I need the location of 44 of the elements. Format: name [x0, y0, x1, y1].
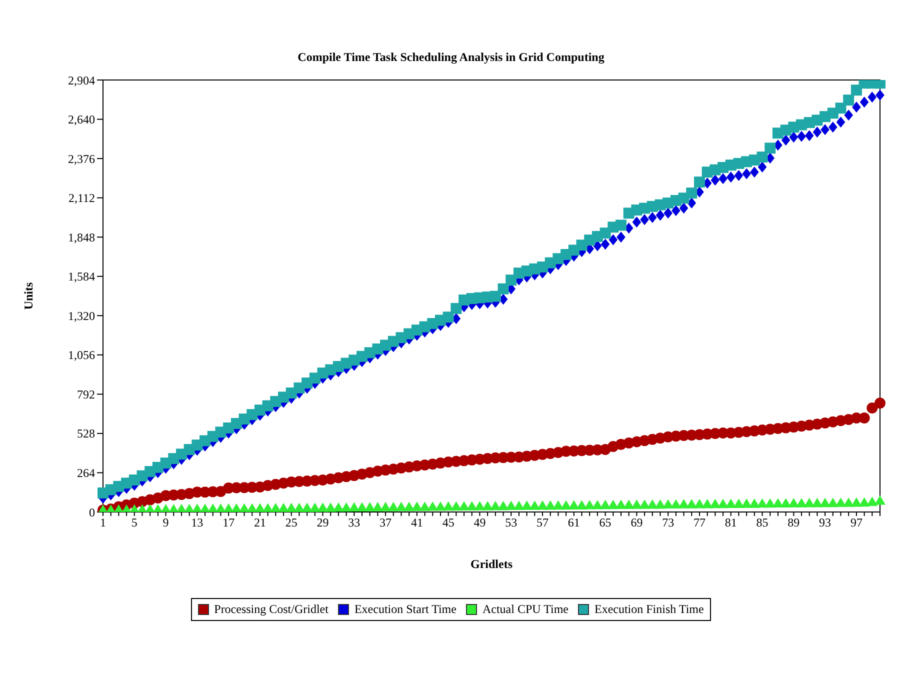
x-tick-label: 89 [788, 516, 800, 530]
legend-label: Actual CPU Time [482, 602, 568, 617]
chart-title: Compile Time Task Scheduling Analysis in Grid Computing [296, 50, 606, 65]
x-tick-label: 17 [222, 516, 235, 530]
y-tick-label: 1,056 [68, 348, 95, 362]
legend-label: Execution Start Time [354, 602, 456, 617]
y-tick-label: 1,848 [68, 230, 95, 244]
y-axis-title: Units [21, 282, 36, 310]
y-tick-label: 1,584 [68, 270, 95, 284]
x-tick-label: 97 [850, 516, 862, 530]
legend-label: Execution Finish Time [594, 602, 704, 617]
x-tick-label: 5 [131, 516, 138, 530]
x-tick-label: 53 [505, 516, 518, 530]
y-tick-label: 0 [89, 505, 95, 520]
x-tick-label: 61 [568, 516, 580, 530]
y-tick-label: 792 [77, 387, 95, 402]
y-tick-label: 2,904 [68, 73, 95, 88]
x-tick-label: 85 [756, 516, 768, 530]
x-tick-label: 77 [693, 516, 706, 530]
x-tick-label: 21 [254, 516, 266, 530]
legend-label: Processing Cost/Gridlet [214, 602, 328, 617]
x-tick-label: 13 [191, 516, 204, 530]
x-axis-title: Gridlets [470, 557, 513, 571]
y-tick-label: 1,320 [68, 308, 95, 323]
x-tick-label: 45 [442, 516, 454, 530]
x-tick-label: 69 [630, 516, 643, 530]
x-tick-label: 65 [599, 516, 612, 530]
y-tick-label: 264 [77, 466, 95, 480]
y-tick-label: 2,640 [68, 112, 95, 127]
x-tick-label: 29 [316, 516, 329, 530]
y-tick-label: 2,376 [68, 152, 95, 166]
x-tick-label: 93 [819, 516, 832, 530]
x-tick-label: 49 [474, 516, 486, 530]
x-tick-label: 73 [662, 516, 674, 530]
x-tick-label: 1 [100, 516, 106, 530]
y-tick-label: 2,112 [68, 191, 95, 206]
x-tick-label: 37 [380, 516, 392, 530]
x-tick-label: 9 [162, 516, 169, 530]
x-tick-label: 41 [410, 516, 423, 530]
x-tick-label: 33 [348, 516, 360, 530]
y-tick-label: 528 [77, 426, 95, 441]
x-tick-label: 25 [285, 516, 298, 530]
x-tick-label: 81 [724, 516, 737, 530]
x-tick-label: 57 [536, 516, 549, 530]
